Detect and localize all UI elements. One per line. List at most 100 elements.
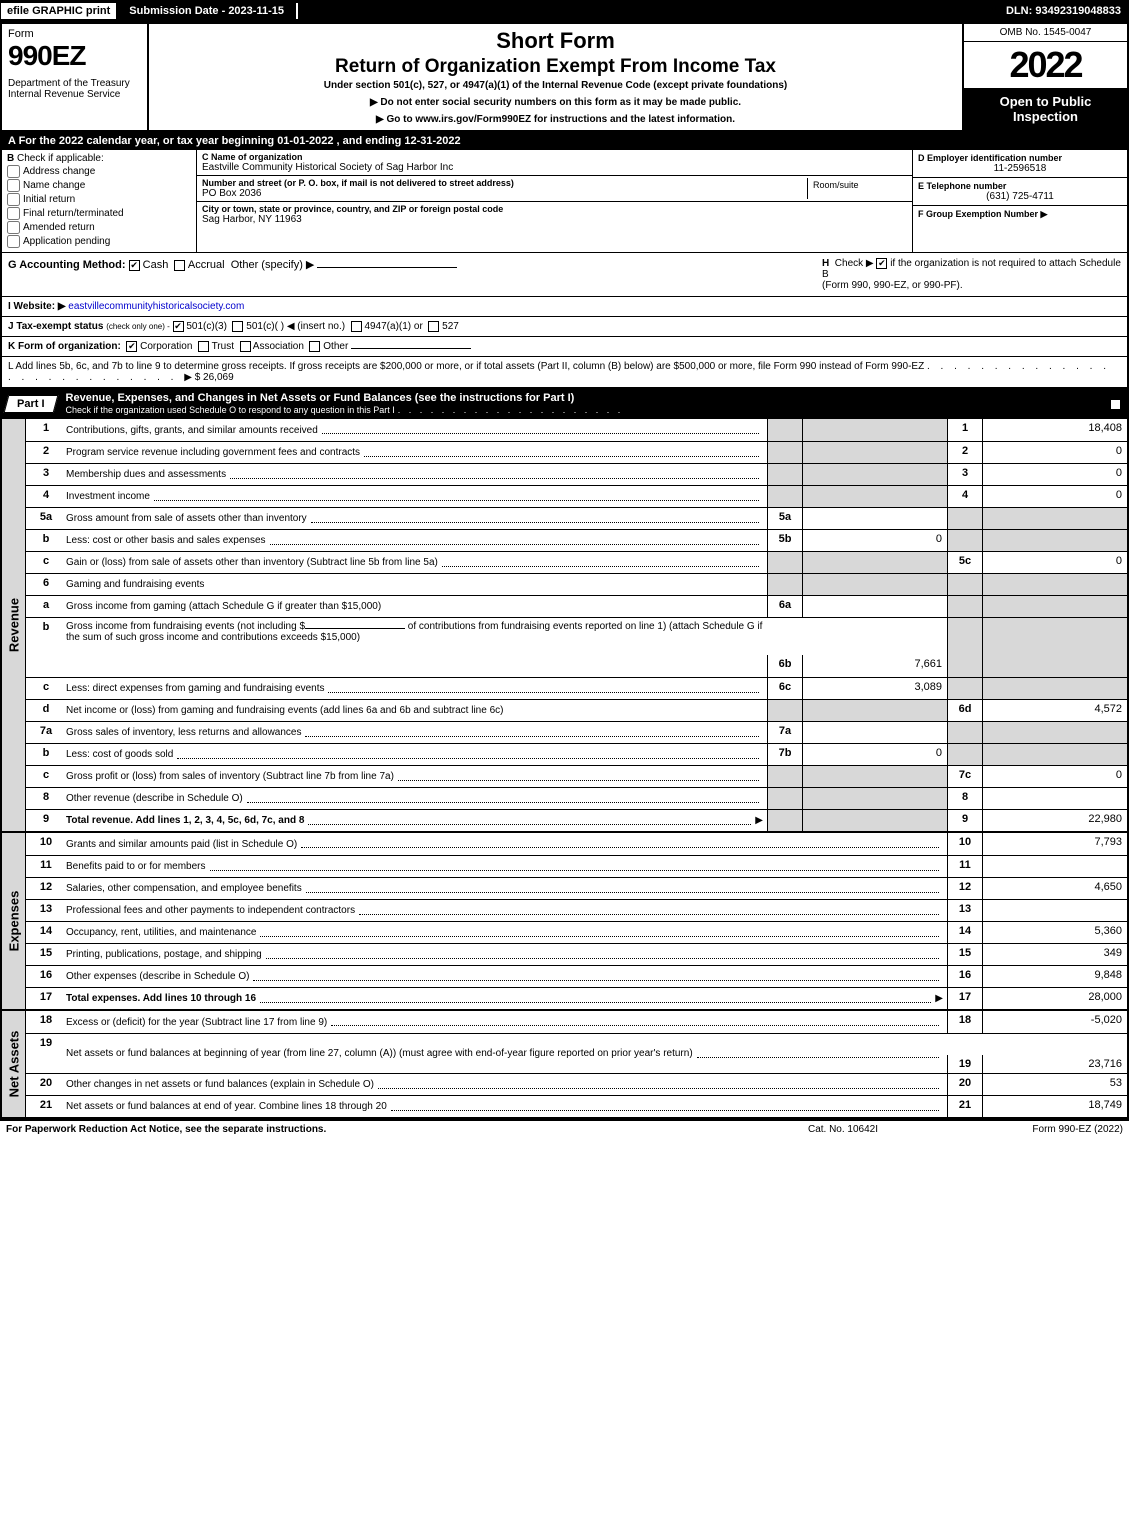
- city: Sag Harbor, NY 11963: [202, 214, 907, 225]
- form-outer: Form 990EZ Department of the Treasury In…: [0, 22, 1129, 1121]
- columns-cdef: C Name of organization Eastville Communi…: [197, 150, 1127, 252]
- line-7b: bLess: cost of goods sold7b0: [26, 743, 1127, 765]
- line-6a: aGross income from gaming (attach Schedu…: [26, 595, 1127, 617]
- group-exemption-label: F Group Exemption Number ▶: [918, 209, 1122, 220]
- netassets-lines: 18Excess or (deficit) for the year (Subt…: [26, 1011, 1127, 1117]
- org-name-box: C Name of organization Eastville Communi…: [197, 150, 912, 176]
- org-name-label: C Name of organization: [202, 152, 907, 162]
- line-6: 6Gaming and fundraising events: [26, 573, 1127, 595]
- form-header: Form 990EZ Department of the Treasury In…: [2, 24, 1127, 132]
- chk-501c3[interactable]: [173, 321, 184, 332]
- chk-schedule-b-not-required[interactable]: [876, 258, 887, 269]
- footer-catalog: Cat. No. 10642I: [743, 1124, 943, 1135]
- telephone: (631) 725-4711: [918, 191, 1122, 202]
- accounting-method-label: G Accounting Method:: [8, 259, 126, 271]
- chk-trust[interactable]: [198, 341, 209, 352]
- form-label: Form: [8, 28, 141, 40]
- group-exemption-box: F Group Exemption Number ▶: [913, 206, 1127, 223]
- line-5c: cGain or (loss) from sale of assets othe…: [26, 551, 1127, 573]
- city-box: City or town, state or province, country…: [197, 202, 912, 227]
- line-21: 21Net assets or fund balances at end of …: [26, 1095, 1127, 1117]
- column-b: B Check if applicable: Address change Na…: [2, 150, 197, 252]
- chk-accrual[interactable]: [174, 260, 185, 271]
- chk-amended-return[interactable]: Amended return: [7, 221, 191, 234]
- line-7a: 7aGross sales of inventory, less returns…: [26, 721, 1127, 743]
- arrow-icon: ▶: [935, 993, 943, 1004]
- chk-name-change[interactable]: Name change: [7, 179, 191, 192]
- city-label: City or town, state or province, country…: [202, 204, 907, 214]
- chk-application-pending[interactable]: Application pending: [7, 235, 191, 248]
- row-g: G Accounting Method: Cash Accrual Other …: [8, 258, 816, 291]
- line-3: 3Membership dues and assessments30: [26, 463, 1127, 485]
- arrow-icon: ▶: [755, 815, 763, 826]
- title-short-form: Short Form: [157, 28, 954, 54]
- top-bar: efile GRAPHIC print Submission Date - 20…: [0, 0, 1129, 22]
- submission-date: Submission Date - 2023-11-15: [117, 3, 298, 19]
- website-label: I Website: ▶: [8, 301, 66, 312]
- expenses-vtab: Expenses: [2, 833, 26, 1009]
- line-19: 19Net assets or fund balances at beginni…: [26, 1033, 1127, 1073]
- omb-number: OMB No. 1545-0047: [964, 24, 1127, 42]
- chk-corporation[interactable]: [126, 341, 137, 352]
- expenses-grid: Expenses 10Grants and similar amounts pa…: [2, 833, 1127, 1011]
- part-i-header: Part I Revenue, Expenses, and Changes in…: [2, 389, 1127, 419]
- tax-exempt-label: J Tax-exempt status: [8, 321, 103, 332]
- line-1: 1Contributions, gifts, grants, and simil…: [26, 419, 1127, 441]
- form-number: 990EZ: [8, 40, 141, 72]
- website-link[interactable]: eastvillecommunityhistoricalsociety.com: [68, 301, 244, 312]
- section-b-thru-f: B Check if applicable: Address change Na…: [2, 150, 1127, 253]
- line-13: 13Professional fees and other payments t…: [26, 899, 1127, 921]
- chk-501c[interactable]: [232, 321, 243, 332]
- header-left: Form 990EZ Department of the Treasury In…: [2, 24, 149, 130]
- row-g-h: G Accounting Method: Cash Accrual Other …: [2, 253, 1127, 297]
- row-a: A For the 2022 calendar year, or tax yea…: [2, 132, 1127, 150]
- page-footer: For Paperwork Reduction Act Notice, see …: [0, 1121, 1129, 1138]
- line-14: 14Occupancy, rent, utilities, and mainte…: [26, 921, 1127, 943]
- footer-left: For Paperwork Reduction Act Notice, see …: [6, 1124, 743, 1135]
- column-c: C Name of organization Eastville Communi…: [197, 150, 912, 252]
- line-15: 15Printing, publications, postage, and s…: [26, 943, 1127, 965]
- line-4: 4Investment income40: [26, 485, 1127, 507]
- row-k: K Form of organization: Corporation Trus…: [2, 337, 1127, 357]
- line-2: 2Program service revenue including gover…: [26, 441, 1127, 463]
- netassets-vtab: Net Assets: [2, 1011, 26, 1117]
- row-l-text: L Add lines 5b, 6c, and 7b to line 9 to …: [8, 361, 924, 372]
- chk-cash[interactable]: [129, 260, 140, 271]
- line-16: 16Other expenses (describe in Schedule O…: [26, 965, 1127, 987]
- header-right: OMB No. 1545-0047 2022 Open to Public In…: [962, 24, 1127, 130]
- room-suite-label: Room/suite: [807, 178, 907, 199]
- line-8: 8Other revenue (describe in Schedule O)8: [26, 787, 1127, 809]
- form-of-org-label: K Form of organization:: [8, 341, 121, 352]
- street-label: Number and street (or P. O. box, if mail…: [202, 178, 807, 188]
- note-ssn: ▶ Do not enter social security numbers o…: [157, 97, 954, 108]
- chk-final-return[interactable]: Final return/terminated: [7, 207, 191, 220]
- line-9: 9Total revenue. Add lines 1, 2, 3, 4, 5c…: [26, 809, 1127, 831]
- netassets-grid: Net Assets 18Excess or (deficit) for the…: [2, 1011, 1127, 1119]
- street: PO Box 2036: [202, 188, 807, 199]
- revenue-lines: 1Contributions, gifts, grants, and simil…: [26, 419, 1127, 831]
- chk-other-org[interactable]: [309, 341, 320, 352]
- chk-address-change[interactable]: Address change: [7, 165, 191, 178]
- chk-initial-return[interactable]: Initial return: [7, 193, 191, 206]
- chk-527[interactable]: [428, 321, 439, 332]
- chk-4947a1[interactable]: [351, 321, 362, 332]
- org-name: Eastville Community Historical Society o…: [202, 162, 907, 173]
- row-l-amount: ▶ $ 26,069: [184, 372, 233, 383]
- open-to-public: Open to Public Inspection: [964, 88, 1127, 130]
- tax-year: 2022: [964, 42, 1127, 88]
- line-20: 20Other changes in net assets or fund ba…: [26, 1073, 1127, 1095]
- row-l: L Add lines 5b, 6c, and 7b to line 9 to …: [2, 357, 1127, 389]
- chk-schedule-o-part-i[interactable]: [1110, 399, 1121, 410]
- row-h-label: H: [822, 258, 829, 269]
- column-def: D Employer identification number 11-2596…: [912, 150, 1127, 252]
- header-mid: Short Form Return of Organization Exempt…: [149, 24, 962, 130]
- check-if-applicable: Check if applicable:: [17, 153, 104, 164]
- telephone-box: E Telephone number (631) 725-4711: [913, 178, 1127, 206]
- efile-print-label[interactable]: efile GRAPHIC print: [0, 2, 117, 20]
- chk-association[interactable]: [240, 341, 251, 352]
- footer-form: Form 990-EZ (2022): [943, 1124, 1123, 1135]
- part-i-title: Revenue, Expenses, and Changes in Net As…: [66, 392, 1110, 416]
- note-goto[interactable]: ▶ Go to www.irs.gov/Form990EZ for instru…: [157, 114, 954, 125]
- line-11: 11Benefits paid to or for members11: [26, 855, 1127, 877]
- line-7c: cGross profit or (loss) from sales of in…: [26, 765, 1127, 787]
